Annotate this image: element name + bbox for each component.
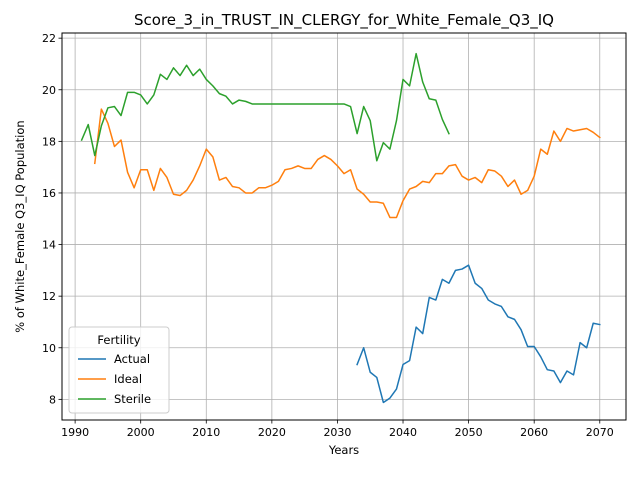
legend-label-sterile: Sterile [114,392,151,406]
legend-label-actual: Actual [114,352,150,366]
plot-frame [61,32,627,421]
legend: Fertility Actual Ideal Sterile [68,326,170,414]
series-line-actual [356,264,601,404]
y-tick-label: 12 [42,290,56,303]
y-tick-label: 20 [42,84,56,97]
x-tick-label: 2060 [520,426,548,439]
legend-title: Fertility [97,333,140,347]
y-tick-label: 8 [49,393,56,406]
x-tick-label: 2030 [323,426,351,439]
x-tick-label: 2050 [455,426,483,439]
y-tick-label: 22 [42,32,56,45]
y-tick-label: 16 [42,187,56,200]
series-line-sterile [80,52,450,162]
x-tick-label: 2000 [127,426,155,439]
chart-title: Score_3_in_TRUST_IN_CLERGY_for_White_Fem… [134,11,554,30]
x-tick-label: 2020 [258,426,286,439]
x-axis: 1990 2000 2010 2020 2030 2040 2050 2060 2070 [61,420,614,439]
y-tick-label: 10 [42,342,56,355]
series-line-ideal [93,108,601,219]
x-tick-label: 1990 [61,426,89,439]
y-tick-label: 14 [42,239,56,252]
legend-box [68,326,170,414]
legend-label-ideal: Ideal [114,372,142,386]
y-axis: 8 10 12 14 16 18 20 22 [42,32,62,406]
y-axis-label: % of White_Female Q3_IQ Population [13,120,27,332]
series-layer [80,52,601,404]
x-tick-label: 2010 [192,426,220,439]
x-tick-label: 2070 [586,426,614,439]
x-axis-label: Years [328,443,359,457]
legend-items: Actual Ideal Sterile [78,352,151,406]
x-tick-label: 2040 [389,426,417,439]
y-tick-label: 18 [42,135,56,148]
